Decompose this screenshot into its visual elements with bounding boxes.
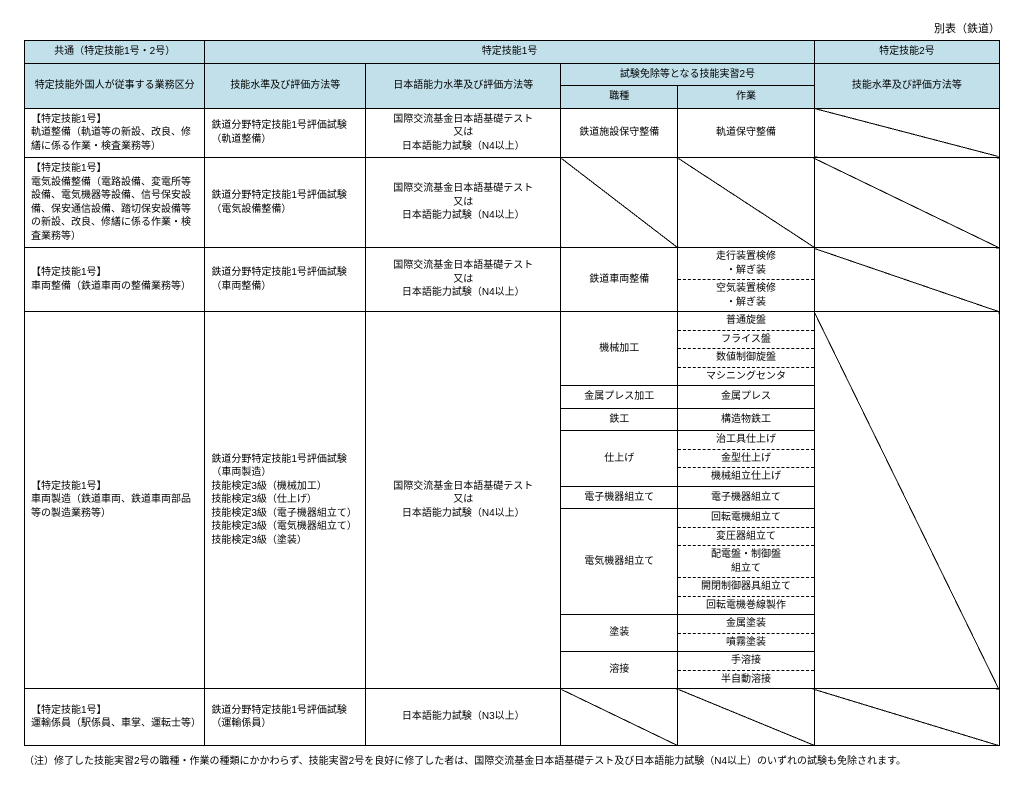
job-tetsu: 鉄工 <box>561 408 678 431</box>
task-yousetsu-0: 手溶接 <box>678 652 815 671</box>
cat-title: 【特定技能1号】 <box>31 704 198 718</box>
type2-seizo-diag <box>814 312 999 689</box>
job-denshi: 電子機器組立て <box>561 486 678 509</box>
main-table: 共通（特定技能1号・2号） 特定技能1号 特定技能2号 特定技能外国人が従事する… <box>24 40 1000 746</box>
job-yousetsu: 溶接 <box>561 652 678 689</box>
jp-line2: 又は <box>372 126 554 140</box>
hdr-type1: 特定技能1号 <box>205 41 814 64</box>
task-kikai-2: 数値制御旋盤 <box>678 349 815 368</box>
task-sharyo-seibi-1: 空気装置検修 ・解ぎ装 <box>678 280 815 312</box>
job-denki-setsubi-diag <box>561 158 678 248</box>
cat-title: 【特定技能1号】 <box>31 480 198 494</box>
jp-line1: 国際交流基金日本語基礎テスト <box>372 113 554 127</box>
cat-body: 運輸係員（駅係員、車掌、運転士等） <box>31 717 198 731</box>
skill-sharyo-seibi: 鉄道分野特定技能1号評価試験 （車両整備） <box>205 248 366 312</box>
task-denki-setsubi-diag <box>678 158 815 248</box>
hdr-common: 共通（特定技能1号・2号） <box>25 41 205 64</box>
cat-sharyo-seibi: 【特定技能1号】 車両整備（鉄道車両の整備業務等） <box>25 248 205 312</box>
hdr-task: 作業 <box>678 86 815 109</box>
hdr-type2: 特定技能2号 <box>814 41 999 64</box>
hdr-job-type: 職種 <box>561 86 678 109</box>
type2-kidou-diag <box>814 108 999 158</box>
header-row-2: 特定技能外国人が従事する業務区分 技能水準及び評価方法等 日本語能力水準及び評価… <box>25 63 1000 86</box>
task-shiage-1: 金型仕上げ <box>678 449 815 468</box>
task-denki-1: 変圧器組立て <box>678 527 815 546</box>
header-row-1: 共通（特定技能1号・2号） 特定技能1号 特定技能2号 <box>25 41 1000 64</box>
job-press: 金属プレス加工 <box>561 386 678 409</box>
job-tosou: 塗装 <box>561 615 678 652</box>
jp-sharyo-seibi: 国際交流基金日本語基礎テスト 又は 日本語能力試験（N4以上） <box>366 248 561 312</box>
task-shiage-0: 治工具仕上げ <box>678 431 815 450</box>
cat-body: 電気設備整備（電路設備、変電所等設備、電気機器等設備、信号保安設備、保安通信設備… <box>31 176 198 244</box>
job-denki: 電気機器組立て <box>561 509 678 615</box>
job-unyu-diag <box>561 689 678 746</box>
task-kikai-0: 普通旋盤 <box>678 312 815 331</box>
type2-unyu-diag <box>814 689 999 746</box>
cat-body: 車両整備（鉄道車両の整備業務等） <box>31 280 198 294</box>
task-denki-3: 開閉制御器具組立て <box>678 578 815 597</box>
row-sharyo-seibi-1: 【特定技能1号】 車両整備（鉄道車両の整備業務等） 鉄道分野特定技能1号評価試験… <box>25 248 1000 280</box>
hdr-work-category: 特定技能外国人が従事する業務区分 <box>25 63 205 108</box>
jp-line1: 国際交流基金日本語基礎テスト <box>372 480 554 494</box>
cat-title: 【特定技能1号】 <box>31 162 198 176</box>
jp-line2: 又は <box>372 493 554 507</box>
task-kikai-3: マシニングセンタ <box>678 367 815 386</box>
task-tosou-1: 噴霧塗装 <box>678 633 815 652</box>
task-denki-4: 回転電機巻線製作 <box>678 596 815 615</box>
task-unyu-diag <box>678 689 815 746</box>
type2-denki-setsubi-diag <box>814 158 999 248</box>
jp-seizo: 国際交流基金日本語基礎テスト 又は 日本語能力試験（N4以上） <box>366 312 561 689</box>
task-tosou-0: 金属塗装 <box>678 615 815 634</box>
task-denki-2: 配電盤・制御盤 組立て <box>678 546 815 578</box>
task-sharyo-seibi-0: 走行装置検修 ・解ぎ装 <box>678 248 815 280</box>
task-shiage-2: 機械組立仕上げ <box>678 468 815 487</box>
cat-unyu: 【特定技能1号】 運輸係員（駅係員、車掌、運転士等） <box>25 689 205 746</box>
hdr-exempt: 試験免除等となる技能実習2号 <box>561 63 815 86</box>
doc-title: 別表（鉄道） <box>24 20 1000 36</box>
jp-denki-setsubi: 国際交流基金日本語基礎テスト 又は 日本語能力試験（N4以上） <box>366 158 561 248</box>
cat-kidou: 【特定技能1号】 軌道整備（軌道等の新設、改良、修繕に係る作業・検査業務等） <box>25 108 205 158</box>
task-yousetsu-1: 半自動溶接 <box>678 670 815 689</box>
row-kidou: 【特定技能1号】 軌道整備（軌道等の新設、改良、修繕に係る作業・検査業務等） 鉄… <box>25 108 1000 158</box>
hdr-jp-level: 日本語能力水準及び評価方法等 <box>366 63 561 108</box>
job-sharyo-seibi: 鉄道車両整備 <box>561 248 678 312</box>
skill-unyu: 鉄道分野特定技能1号評価試験 （運輸係員） <box>205 689 366 746</box>
type2-sharyo-seibi-diag <box>814 248 999 312</box>
cat-title: 【特定技能1号】 <box>31 113 198 127</box>
cat-body: 軌道整備（軌道等の新設、改良、修繕に係る作業・検査業務等） <box>31 126 198 153</box>
task-tetsu-0: 構造物鉄工 <box>678 408 815 431</box>
skill-seizo: 鉄道分野特定技能1号評価試験 （車両製造） 技能検定3級（機械加工） 技能検定3… <box>205 312 366 689</box>
jp-unyu: 日本語能力試験（N3以上） <box>366 689 561 746</box>
job-kikai: 機械加工 <box>561 312 678 386</box>
job-kidou: 鉄道施設保守整備 <box>561 108 678 158</box>
row-seizo-1: 【特定技能1号】 車両製造（鉄道車両、鉄道車両部品等の製造業務等） 鉄道分野特定… <box>25 312 1000 331</box>
task-kikai-1: フライス盤 <box>678 330 815 349</box>
row-denki-setsubi: 【特定技能1号】 電気設備整備（電路設備、変電所等設備、電気機器等設備、信号保安… <box>25 158 1000 248</box>
jp-line1: 国際交流基金日本語基礎テスト <box>372 259 554 273</box>
skill-kidou: 鉄道分野特定技能1号評価試験 （軌道整備） <box>205 108 366 158</box>
cat-seizo: 【特定技能1号】 車両製造（鉄道車両、鉄道車両部品等の製造業務等） <box>25 312 205 689</box>
jp-line3: 日本語能力試験（N4以上） <box>372 140 554 154</box>
task-press-0: 金属プレス <box>678 386 815 409</box>
jp-line2: 又は <box>372 196 554 210</box>
row-unyu: 【特定技能1号】 運輸係員（駅係員、車掌、運転士等） 鉄道分野特定技能1号評価試… <box>25 689 1000 746</box>
hdr-skill-level2: 技能水準及び評価方法等 <box>814 63 999 108</box>
jp-line3: 日本語能力試験（N4以上） <box>372 286 554 300</box>
jp-line3: 日本語能力試験（N4以上） <box>372 507 554 521</box>
cat-title: 【特定技能1号】 <box>31 266 198 280</box>
cat-body: 車両製造（鉄道車両、鉄道車両部品等の製造業務等） <box>31 493 198 520</box>
task-denshi-0: 電子機器組立て <box>678 486 815 509</box>
jp-line1: 国際交流基金日本語基礎テスト <box>372 182 554 196</box>
task-kidou: 軌道保守整備 <box>678 108 815 158</box>
jp-kidou: 国際交流基金日本語基礎テスト 又は 日本語能力試験（N4以上） <box>366 108 561 158</box>
skill-denki-setsubi: 鉄道分野特定技能1号評価試験 （電気設備整備） <box>205 158 366 248</box>
task-denki-0: 回転電機組立て <box>678 509 815 528</box>
job-shiage: 仕上げ <box>561 431 678 487</box>
cat-denki-setsubi: 【特定技能1号】 電気設備整備（電路設備、変電所等設備、電気機器等設備、信号保安… <box>25 158 205 248</box>
jp-line3: 日本語能力試験（N4以上） <box>372 209 554 223</box>
footnote: （注）修了した技能実習2号の職種・作業の種類にかかわらず、技能実習2号を良好に修… <box>24 754 1000 769</box>
hdr-skill-level: 技能水準及び評価方法等 <box>205 63 366 108</box>
jp-line2: 又は <box>372 273 554 287</box>
